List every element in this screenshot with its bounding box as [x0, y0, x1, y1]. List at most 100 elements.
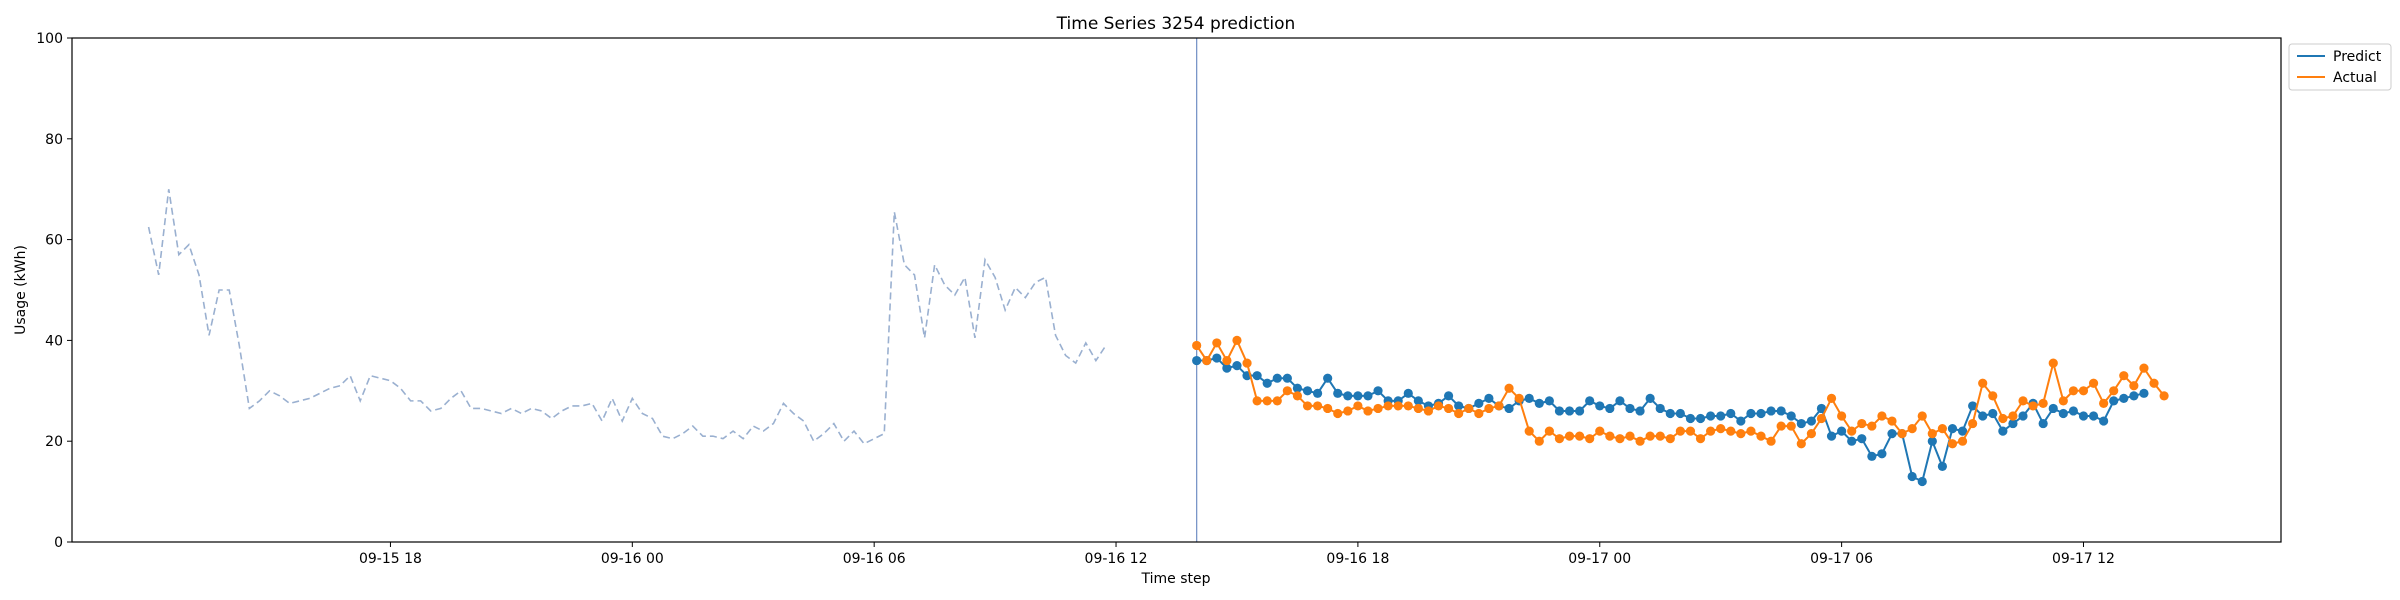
predict-data-point	[1262, 378, 1272, 388]
actual-data-point	[1796, 439, 1806, 449]
x-tick-label: 09-15 18	[359, 551, 422, 567]
predict-data-point	[1534, 398, 1544, 408]
y-tick-label: 0	[54, 535, 63, 551]
actual-data-point	[1837, 411, 1847, 421]
actual-data-point	[1776, 421, 1786, 431]
predict-data-point	[2048, 403, 2058, 414]
predict-data-point	[1474, 398, 1484, 408]
predict-data-point	[1595, 401, 1605, 411]
predict-data-point	[1625, 403, 1635, 414]
predict-data-point	[1665, 408, 1675, 419]
predict-data-point	[1655, 403, 1665, 414]
predict-data-point	[1222, 363, 1232, 373]
actual-data-point	[2109, 386, 2119, 396]
predict-data-point	[2008, 418, 2018, 429]
actual-data-point	[2008, 411, 2018, 421]
actual-data-point	[1968, 418, 1978, 429]
actual-data-point	[1635, 436, 1645, 446]
predict-data-point	[1695, 413, 1706, 424]
actual-data-point	[1393, 401, 1403, 411]
predict-data-point	[2068, 406, 2078, 416]
predict-data-point	[2119, 393, 2129, 403]
actual-data-point	[1907, 424, 1917, 434]
actual-data-point	[1474, 408, 1484, 419]
actual-data-point	[1222, 355, 1232, 366]
actual-data-point	[1192, 340, 1202, 351]
actual-data-point	[1524, 426, 1534, 436]
predict-data-point	[1212, 353, 1222, 363]
predict-data-point	[1272, 373, 1282, 383]
actual-data-point	[1202, 355, 1212, 366]
actual-data-point	[1413, 403, 1423, 414]
predict-data-point	[2018, 411, 2028, 421]
actual-data-point	[2068, 386, 2078, 396]
predict-data-point	[1323, 373, 1333, 383]
actual-data-point	[1363, 406, 1373, 416]
actual-data-point	[1917, 411, 1927, 421]
predict-data-point	[1333, 388, 1343, 398]
actual-data-point	[2078, 386, 2089, 396]
predict-data-point	[1645, 393, 1655, 403]
actual-data-point	[1514, 393, 1524, 403]
predict-data-point	[1806, 416, 1816, 426]
x-tick-label: 09-16 00	[601, 551, 664, 567]
actual-data-point	[1232, 335, 1242, 345]
predict-data-point	[1413, 396, 1423, 406]
actual-data-point	[1454, 408, 1464, 419]
actual-data-point	[1252, 396, 1262, 406]
predict-data-point	[1937, 461, 1947, 471]
predict-data-point	[1877, 449, 1887, 459]
actual-data-point	[1877, 411, 1887, 421]
actual-data-point	[1323, 403, 1333, 414]
actual-data-point	[1998, 413, 2008, 424]
actual-data-point	[1544, 426, 1554, 436]
y-axis-label: Usage (kWh)	[13, 245, 29, 335]
actual-data-point	[1988, 391, 1998, 401]
actual-data-point	[1282, 386, 1292, 396]
predict-data-point	[1685, 413, 1696, 424]
actual-data-point	[1242, 358, 1252, 368]
actual-data-point	[1464, 403, 1474, 414]
actual-data-point	[1504, 383, 1514, 393]
x-tick-label: 09-17 12	[2052, 551, 2115, 567]
actual-data-point	[1343, 406, 1353, 416]
actual-data-point	[1443, 403, 1454, 414]
predict-data-point	[1766, 406, 1776, 416]
predict-data-point	[1282, 373, 1292, 383]
predict-data-point	[1343, 391, 1353, 401]
predict-data-point	[2139, 388, 2149, 398]
actual-data-point	[1625, 431, 1635, 441]
plot-frame	[71, 37, 2282, 543]
predict-data-point	[1706, 411, 1716, 421]
chart-title: Time Series 3254 prediction	[1056, 14, 1296, 34]
predict-data-point	[1544, 396, 1554, 406]
actual-data-point	[1736, 429, 1746, 439]
predict-data-point	[1756, 408, 1766, 419]
actual-data-point	[1806, 429, 1816, 439]
actual-data-point	[1262, 396, 1272, 406]
y-tick-label: 100	[36, 31, 63, 47]
actual-data-point	[2048, 358, 2058, 368]
actual-data-point	[1685, 426, 1696, 436]
predict-data-point	[1917, 476, 1927, 487]
predict-data-point	[1363, 391, 1373, 401]
predict-data-point	[2129, 391, 2139, 401]
actual-data-point	[1675, 426, 1685, 436]
actual-data-point	[1695, 434, 1706, 444]
actual-data-point	[1645, 431, 1655, 441]
predict-data-point	[1736, 416, 1746, 426]
predict-data-point	[1564, 406, 1575, 416]
x-tick-label: 09-16 18	[1326, 551, 1389, 567]
actual-data-point	[2159, 391, 2169, 401]
predict-data-point	[1978, 411, 1988, 421]
predict-data-point	[1675, 408, 1685, 419]
actual-data-point	[1978, 378, 1988, 388]
predict-data-point	[1867, 451, 1877, 461]
predict-data-point	[1232, 361, 1242, 371]
x-axis-label: Time step	[1141, 571, 1211, 587]
axes: 0 20 40 60 80 100 09-15 18 09-16 00 09-16 06 09-1…	[36, 31, 2115, 567]
actual-data-point	[1484, 403, 1494, 414]
actual-data-point	[1575, 431, 1585, 441]
predict-data-point	[1816, 403, 1827, 414]
actual-data-point	[1595, 426, 1605, 436]
